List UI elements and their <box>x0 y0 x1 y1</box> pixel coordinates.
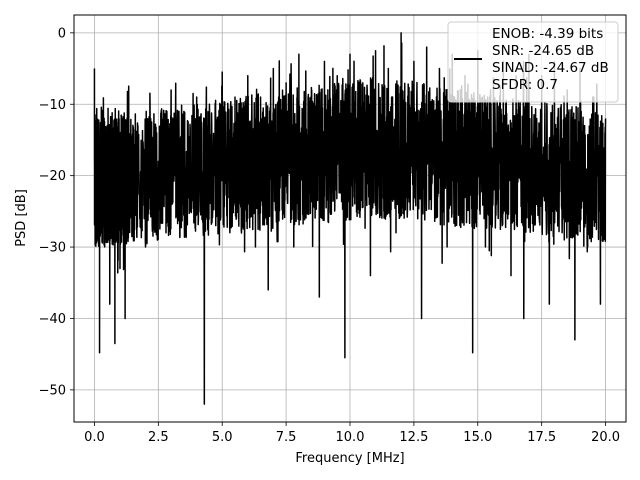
legend-sfdr: SFDR: 0.7 <box>492 77 558 93</box>
y-tick-label: −10 <box>39 98 66 113</box>
x-tick-label: 15.0 <box>463 430 492 445</box>
x-tick-label: 17.5 <box>527 430 556 445</box>
y-tick-label: −40 <box>39 312 66 327</box>
x-tick-label: 10.0 <box>336 430 365 445</box>
x-tick-label: 2.5 <box>148 430 169 445</box>
legend: ENOB: -4.39 bits SNR: -24.65 dB SINAD: -… <box>447 21 619 103</box>
x-axis-ticks: 0.0 2.5 5.0 7.5 10.0 12.5 15.0 17.5 20.0 <box>84 422 620 445</box>
plot-area <box>93 32 607 405</box>
legend-enob: ENOB: -4.39 bits <box>492 26 603 42</box>
x-tick-label: 0.0 <box>84 430 105 445</box>
y-tick-label: −20 <box>39 169 66 184</box>
x-tick-label: 12.5 <box>399 430 428 445</box>
psd-series-line <box>93 32 607 405</box>
x-tick-label: 5.0 <box>212 430 233 445</box>
legend-box <box>447 21 619 103</box>
y-tick-label: −30 <box>39 241 66 256</box>
y-tick-label: −50 <box>39 383 66 398</box>
y-axis-label: PSD [dB] <box>14 189 29 247</box>
y-axis-ticks: 0 −10 −20 −30 −40 −50 <box>39 26 74 398</box>
y-tick-label: 0 <box>58 26 66 41</box>
x-axis-label: Frequency [MHz] <box>295 451 404 466</box>
legend-sinad: SINAD: -24.67 dB <box>492 60 609 76</box>
x-tick-label: 20.0 <box>591 430 620 445</box>
x-tick-label: 7.5 <box>276 430 297 445</box>
legend-snr: SNR: -24.65 dB <box>492 43 594 59</box>
